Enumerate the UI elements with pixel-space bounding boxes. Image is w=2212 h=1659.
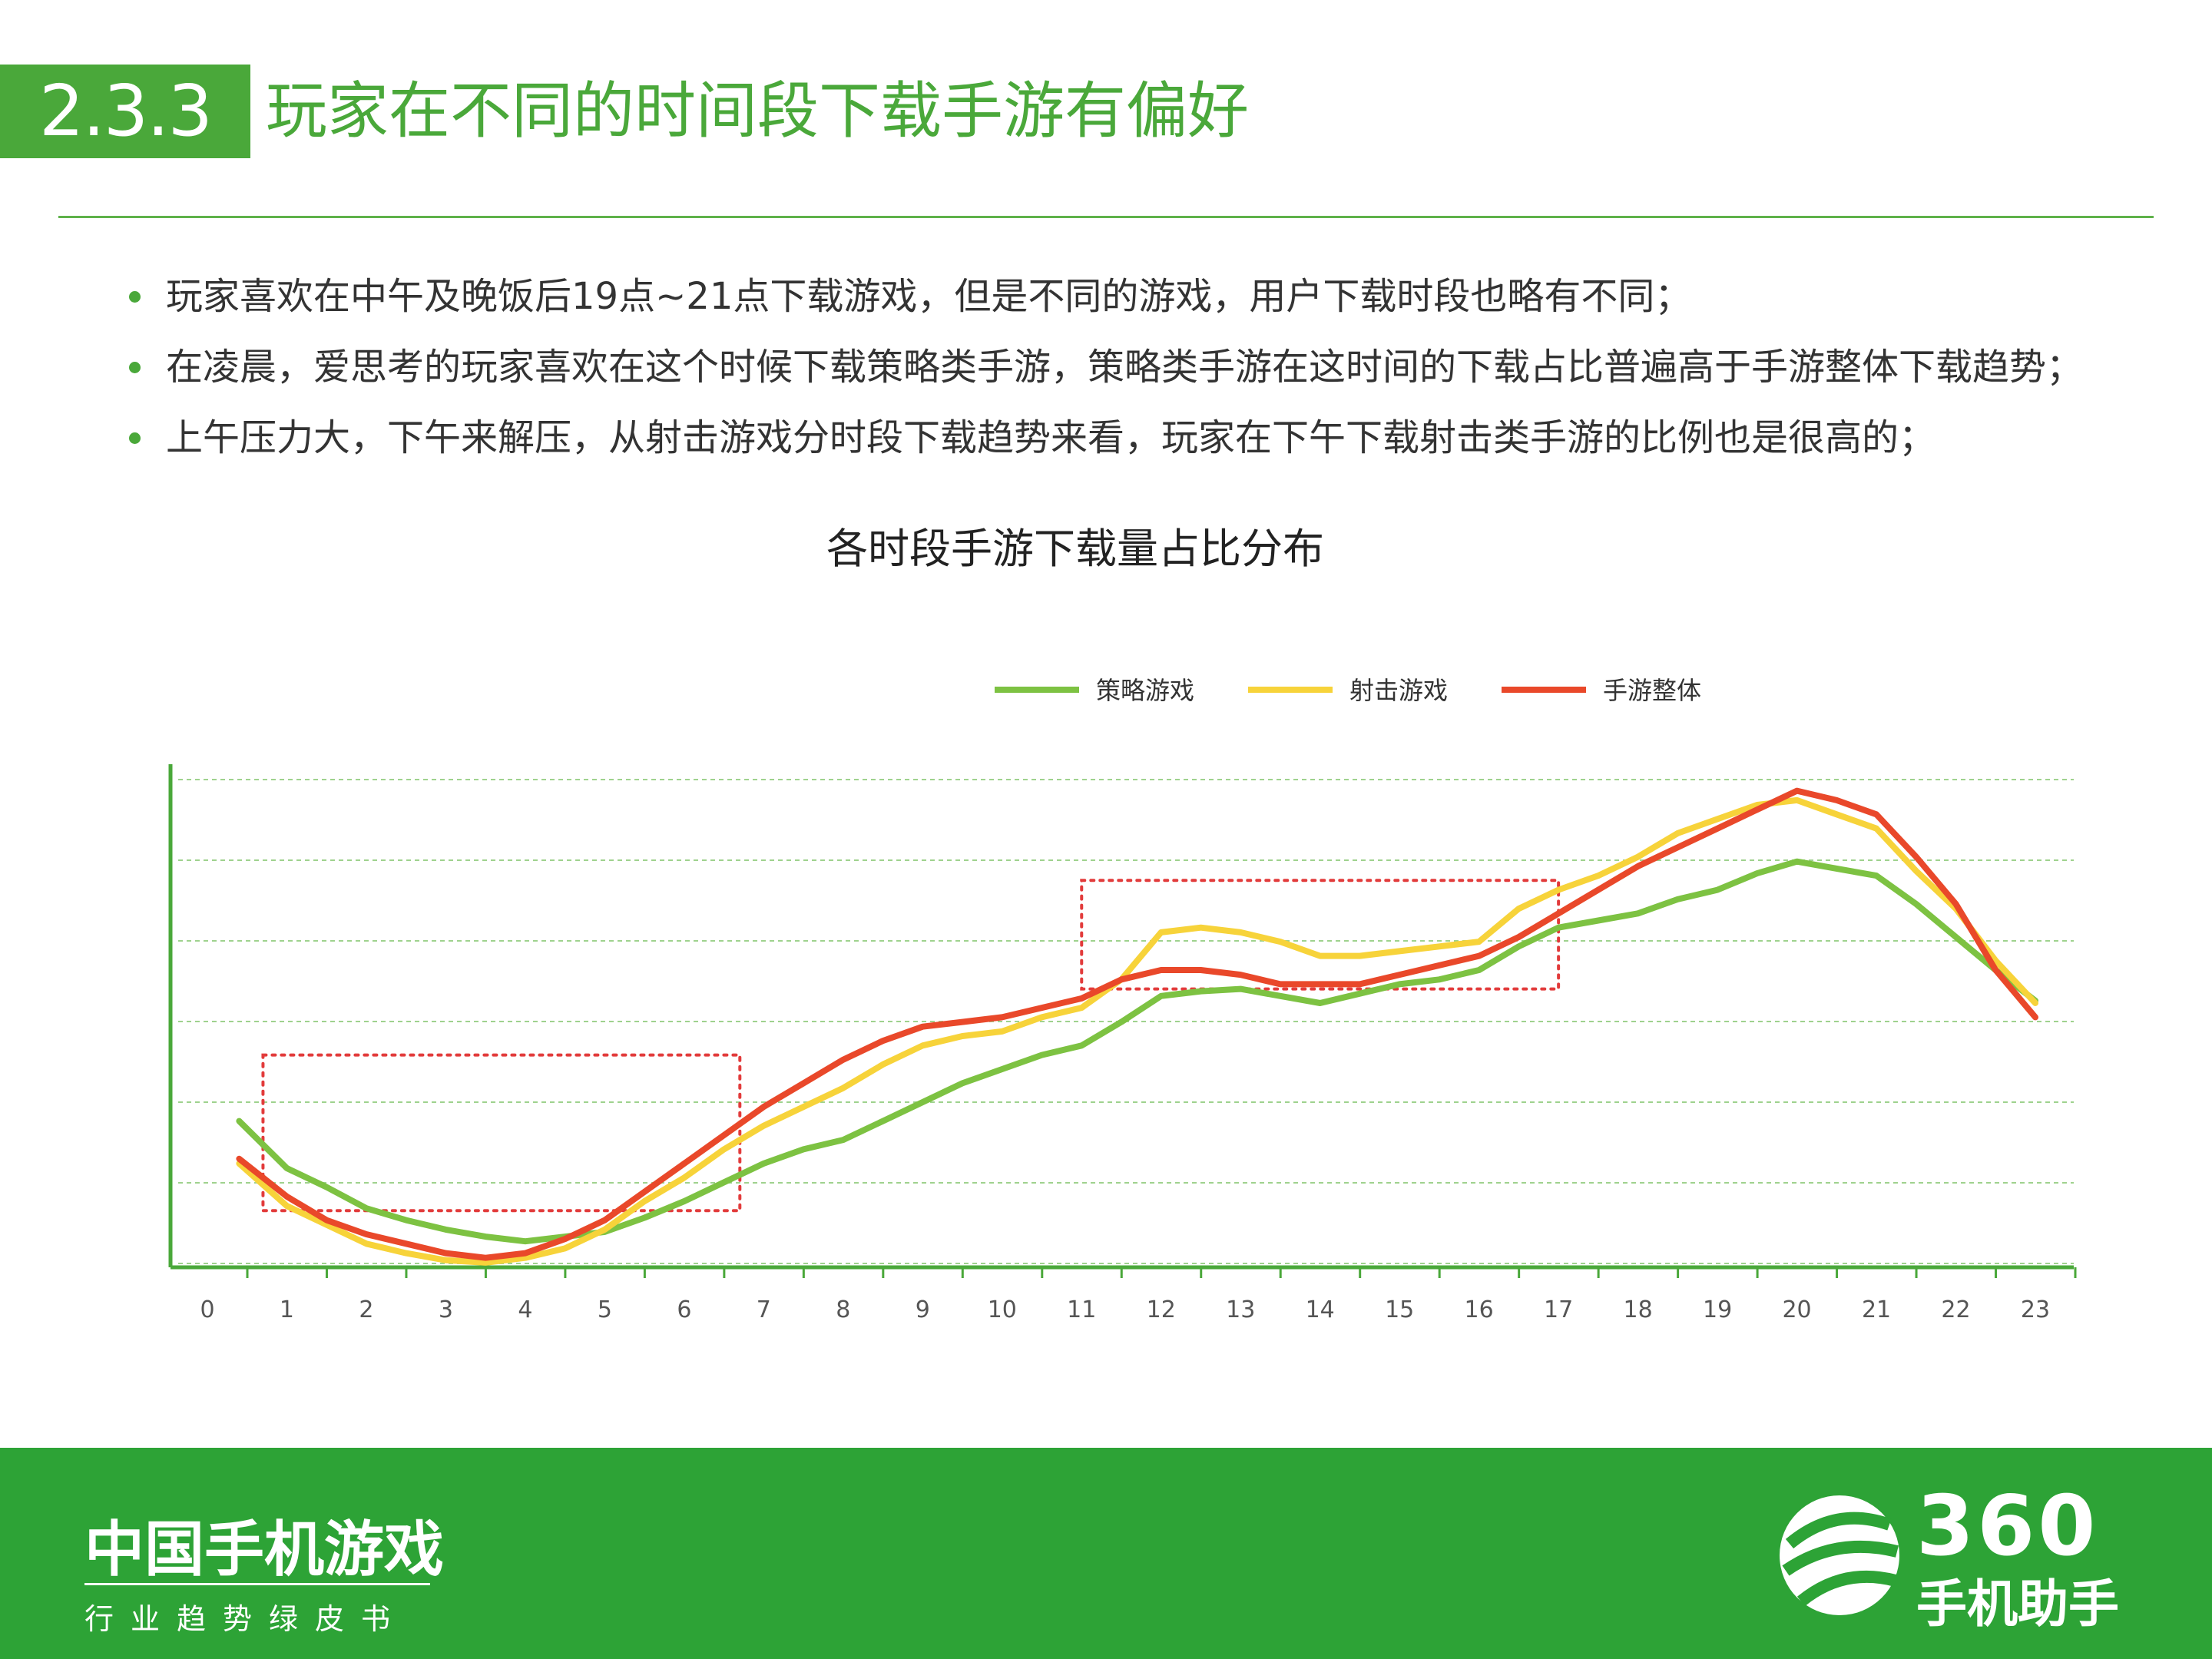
x-tick-label: 10	[988, 1296, 1017, 1323]
section-number: 2.3.3	[0, 65, 250, 158]
title-divider	[58, 216, 2154, 218]
series-line-1	[236, 858, 2038, 1245]
x-tick-label: 4	[518, 1296, 532, 1323]
footer-subtitle: 行业趋势绿皮书	[84, 1602, 408, 1636]
bullet-item: 在凌晨，爱思考的玩家喜欢在这个时候下载策略类手游，策略类手游在这时间的下载占比普…	[123, 332, 2197, 402]
x-tick-label: 0	[200, 1296, 214, 1323]
legend-label: 手游整体	[1603, 676, 1701, 705]
series-line-3	[236, 787, 2038, 1261]
bullet-text: 玩家喜欢在中午及晚饭后19点~21点下载游戏，但是不同的游戏，用户下载时段也略有…	[166, 275, 1692, 318]
series-line-2	[236, 796, 2038, 1266]
x-tick-label: 23	[2021, 1296, 2050, 1323]
x-tick-label: 9	[916, 1296, 930, 1323]
x-tick-label: 8	[836, 1296, 850, 1323]
highlight-box	[261, 1053, 742, 1213]
x-tick-label: 12	[1147, 1296, 1176, 1323]
bullet-list: 玩家喜欢在中午及晚饭后19点~21点下载游戏，但是不同的游戏，用户下载时段也略有…	[123, 261, 2197, 473]
x-tick-label: 13	[1226, 1296, 1255, 1323]
x-tick-label: 6	[677, 1296, 691, 1323]
360-logo-icon	[1780, 1495, 1899, 1615]
logo-text: 手机助手	[1916, 1575, 2119, 1634]
footer-bar: 中国手机游戏 行业趋势绿皮书 360 手机助手	[0, 1448, 2212, 1659]
page-title: 玩家在不同的时间段下载手游有偏好	[266, 75, 1249, 147]
bullet-item: 上午压力大，下午来解压，从射击游戏分时段下载趋势来看，玩家在下午下载射击类手游的…	[123, 402, 2197, 473]
x-tick-label: 19	[1703, 1296, 1732, 1323]
legend-label: 策略游戏	[1096, 676, 1194, 705]
x-tick-label: 3	[439, 1296, 453, 1323]
x-tick-label: 1	[280, 1296, 294, 1323]
x-tick-label: 14	[1306, 1296, 1335, 1323]
x-tick-label: 5	[598, 1296, 612, 1323]
bullet-dot-icon	[129, 291, 141, 303]
bullet-text: 在凌晨，爱思考的玩家喜欢在这个时候下载策略类手游，策略类手游在这时间的下载占比普…	[166, 346, 2084, 389]
x-tick-label: 17	[1544, 1296, 1573, 1323]
footer-divider	[84, 1583, 430, 1585]
x-tick-label: 2	[359, 1296, 373, 1323]
highlight-box	[1080, 879, 1561, 991]
x-tick-label: 22	[1941, 1296, 1970, 1323]
bullet-dot-icon	[129, 362, 141, 373]
bullet-item: 玩家喜欢在中午及晚饭后19点~21点下载游戏，但是不同的游戏，用户下载时段也略有…	[123, 261, 2197, 332]
chart-title: 各时段手游下载量占比分布	[826, 525, 1324, 573]
x-tick-label: 15	[1385, 1296, 1414, 1323]
x-tick-label: 16	[1465, 1296, 1494, 1323]
x-tick-label: 11	[1067, 1296, 1096, 1323]
x-tick-label: 18	[1624, 1296, 1653, 1323]
x-tick-label: 7	[757, 1296, 771, 1323]
legend-label: 射击游戏	[1349, 676, 1448, 705]
logo-number: 360	[1916, 1479, 2099, 1575]
footer-title: 中国手机游戏	[84, 1515, 445, 1584]
line-chart: 0 1 2 3 4 5 6 7 8 9 10 11 12 13 14 15 16 17 18 19 20 21 22 23策略…	[168, 676, 2077, 1323]
x-tick-label: 21	[1862, 1296, 1891, 1323]
bullet-dot-icon	[129, 432, 141, 444]
bullet-text: 上午压力大，下午来解压，从射击游戏分时段下载趋势来看，玩家在下午下载射击类手游的…	[166, 416, 1936, 459]
x-tick-label: 20	[1782, 1296, 1811, 1323]
